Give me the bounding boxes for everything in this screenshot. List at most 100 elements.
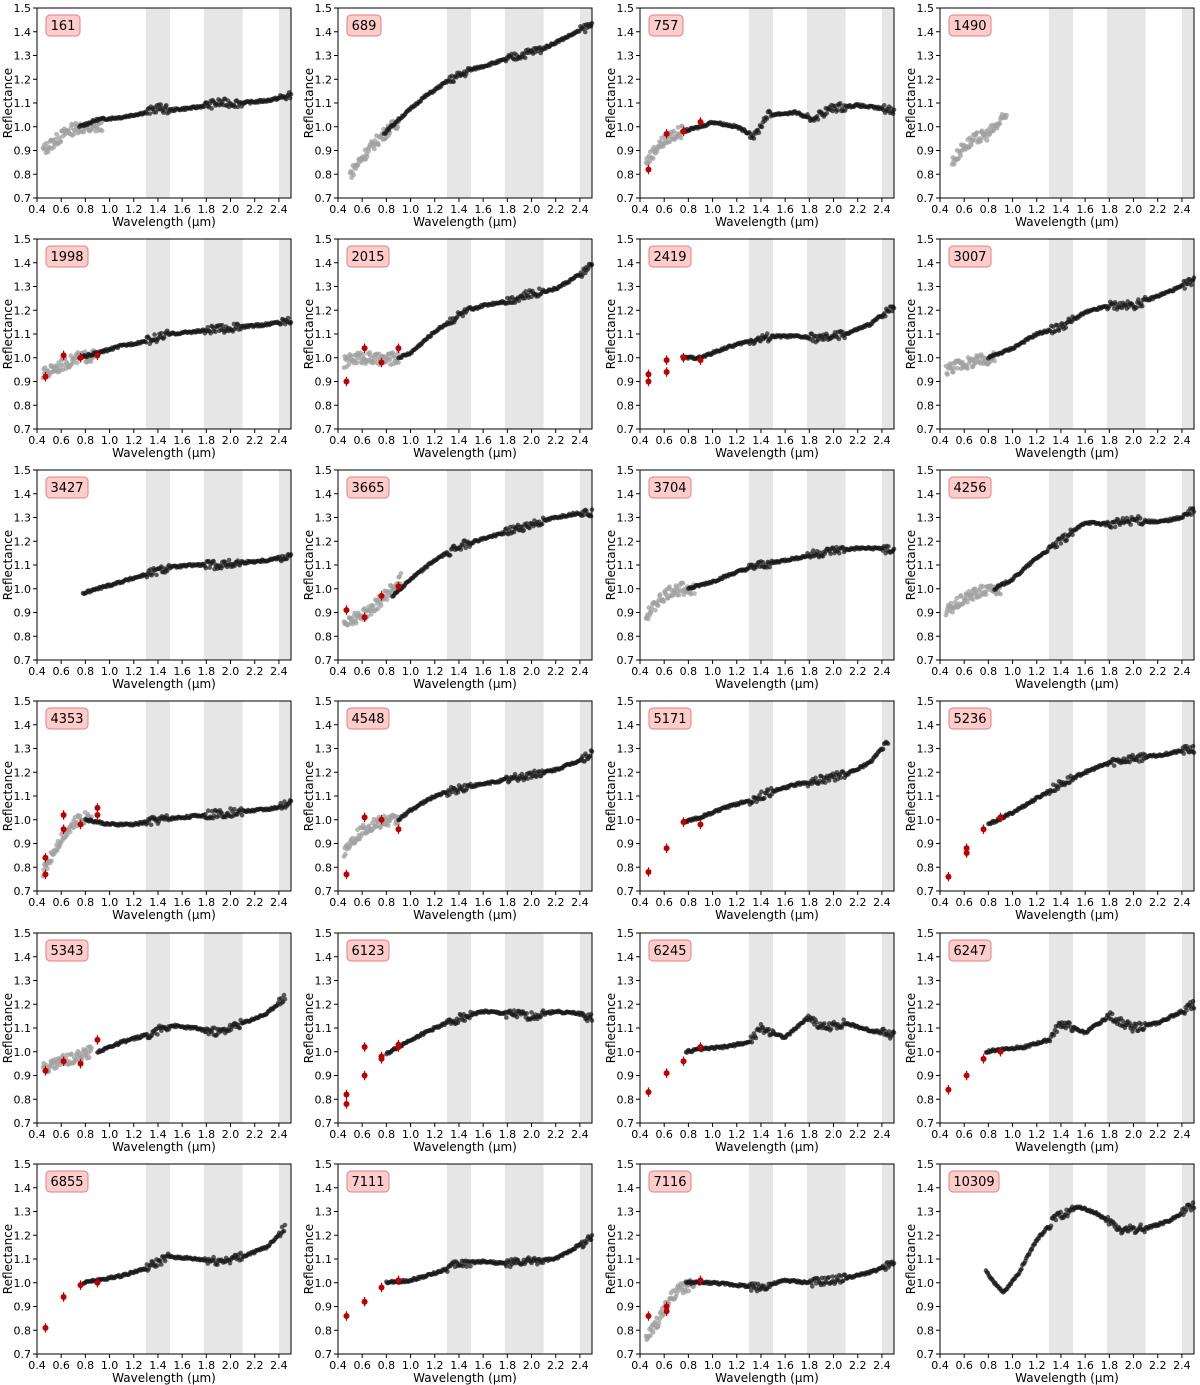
nir-spectrum-point [588, 513, 594, 519]
visible-spectrum-point [74, 360, 80, 366]
x-tick-label: 2.4 [1173, 434, 1191, 447]
photometry-point [378, 816, 385, 823]
telluric-band [579, 470, 592, 660]
photometry-point [94, 352, 101, 359]
telluric-band [446, 8, 472, 198]
x-tick-label: 2.2 [1149, 203, 1167, 216]
nir-spectrum-point [582, 29, 588, 35]
x-tick-label: 2.4 [873, 896, 891, 909]
x-tick-label: 0.6 [655, 896, 673, 909]
nir-spectrum-point [837, 550, 842, 556]
y-tick-label: 1.1 [315, 559, 333, 572]
spectrum-panel-3007: 0.4 0.6 0.8 1.0 1.2 1.4 1.6 1.8 2.0 2.2 2.40.70.80… [904, 233, 1197, 460]
y-tick-label: 1.5 [917, 695, 935, 708]
y-tick-label: 1.4 [315, 719, 333, 732]
visible-spectrum-point [398, 570, 404, 576]
x-axis-label: Wavelength (μm) [1015, 677, 1119, 691]
asteroid-label: 5236 [953, 712, 986, 727]
visible-spectrum-point [974, 130, 980, 135]
y-tick-label: 1.2 [617, 535, 635, 548]
y-axis-label: Reflectance [1, 530, 15, 600]
y-tick-label: 1.1 [617, 790, 635, 803]
y-axis-label: Reflectance [604, 68, 618, 138]
nir-spectrum-point [881, 102, 887, 108]
y-tick-label: 1.2 [917, 766, 935, 779]
x-tick-label: 0.6 [955, 203, 973, 216]
y-axis-label: Reflectance [302, 530, 316, 600]
y-tick-label: 1.2 [315, 535, 333, 548]
y-tick-label: 1.0 [14, 583, 32, 596]
visible-spectrum-point [71, 360, 77, 365]
x-tick-label: 2.2 [547, 203, 565, 216]
x-axis-label: Wavelength (μm) [1015, 908, 1119, 922]
nir-spectrum-point [213, 329, 218, 335]
spectrum-panel-3704: 0.4 0.6 0.8 1.0 1.2 1.4 1.6 1.8 2.0 2.2 2.40.70.80… [604, 464, 897, 691]
nir-spectrum-point [1128, 522, 1133, 527]
x-tick-label: 2.0 [523, 896, 541, 909]
nir-spectrum-point [759, 124, 765, 130]
x-tick-label: 2.2 [849, 434, 867, 447]
x-tick-label: 2.0 [825, 203, 843, 216]
visible-spectrum-point [354, 360, 360, 366]
y-tick-label: 1.2 [315, 73, 333, 86]
x-tick-label: 0.6 [52, 896, 70, 909]
telluric-band [278, 239, 291, 429]
y-tick-label: 0.9 [617, 376, 635, 389]
nir-spectrum-point [828, 551, 833, 557]
y-tick-label: 1.0 [617, 121, 635, 134]
visible-spectrum-point [968, 142, 974, 148]
x-tick-label: 2.4 [571, 203, 589, 216]
asteroid-label: 1998 [50, 250, 83, 265]
visible-spectrum-point [652, 607, 658, 613]
photometry-point [663, 357, 670, 364]
telluric-band [1181, 8, 1194, 198]
x-tick-label: 1.8 [499, 203, 517, 216]
nir-spectrum-point [239, 812, 245, 818]
spectrum-panel-4353: 0.4 0.6 0.8 1.0 1.2 1.4 1.6 1.8 2.0 2.2 2.40.70.80… [1, 695, 294, 922]
x-tick-label: 2.4 [571, 434, 589, 447]
visible-spectrum-point [385, 823, 391, 828]
y-tick-label: 1.0 [617, 352, 635, 365]
y-tick-label: 1.3 [315, 512, 333, 525]
photometry-point [945, 873, 952, 880]
spectrum-panel-2015: 0.4 0.6 0.8 1.0 1.2 1.4 1.6 1.8 2.0 2.2 2.40.70.80… [302, 233, 595, 460]
x-tick-label: 1.0 [402, 203, 420, 216]
photometry-point [60, 826, 67, 833]
x-tick-label: 0.8 [77, 665, 95, 678]
asteroid-label: 689 [352, 19, 377, 34]
photometry-point [997, 814, 1004, 821]
y-tick-label: 0.7 [315, 192, 333, 205]
spectrum-panel-1998: 0.4 0.6 0.8 1.0 1.2 1.4 1.6 1.8 2.0 2.2 2.40.70.80… [1, 233, 294, 460]
telluric-band [579, 701, 592, 891]
photometry-point [680, 128, 687, 135]
x-tick-label: 2.2 [246, 434, 264, 447]
nir-spectrum-point [226, 557, 232, 563]
x-tick-label: 2.0 [222, 665, 240, 678]
x-tick-label: 2.4 [571, 896, 589, 909]
x-tick-label: 0.8 [980, 434, 998, 447]
y-tick-label: 0.7 [14, 885, 32, 898]
y-tick-label: 1.4 [917, 257, 935, 270]
nir-spectrum-point [525, 776, 530, 781]
y-tick-label: 0.8 [617, 168, 635, 181]
x-tick-label: 0.6 [955, 434, 973, 447]
telluric-band [504, 701, 544, 891]
y-tick-label: 1.4 [617, 257, 635, 270]
y-tick-label: 1.5 [14, 464, 32, 477]
visible-spectrum-point [964, 366, 970, 371]
x-axis-label: Wavelength (μm) [413, 215, 517, 229]
x-tick-label: 0.8 [378, 203, 396, 216]
telluric-band [1106, 470, 1146, 660]
nir-spectrum-point [209, 106, 214, 111]
x-axis-label: Wavelength (μm) [413, 446, 517, 460]
y-tick-label: 1.5 [315, 695, 333, 708]
visible-spectrum-point [384, 597, 390, 603]
y-tick-label: 1.2 [617, 73, 635, 86]
x-tick-label: 2.2 [547, 665, 565, 678]
x-tick-label: 1.2 [426, 203, 444, 216]
nir-spectrum-point [1188, 282, 1194, 288]
photometry-point [94, 804, 101, 811]
x-tick-label: 0.6 [52, 665, 70, 678]
y-tick-label: 1.2 [14, 535, 32, 548]
visible-spectrum-point [655, 603, 661, 608]
